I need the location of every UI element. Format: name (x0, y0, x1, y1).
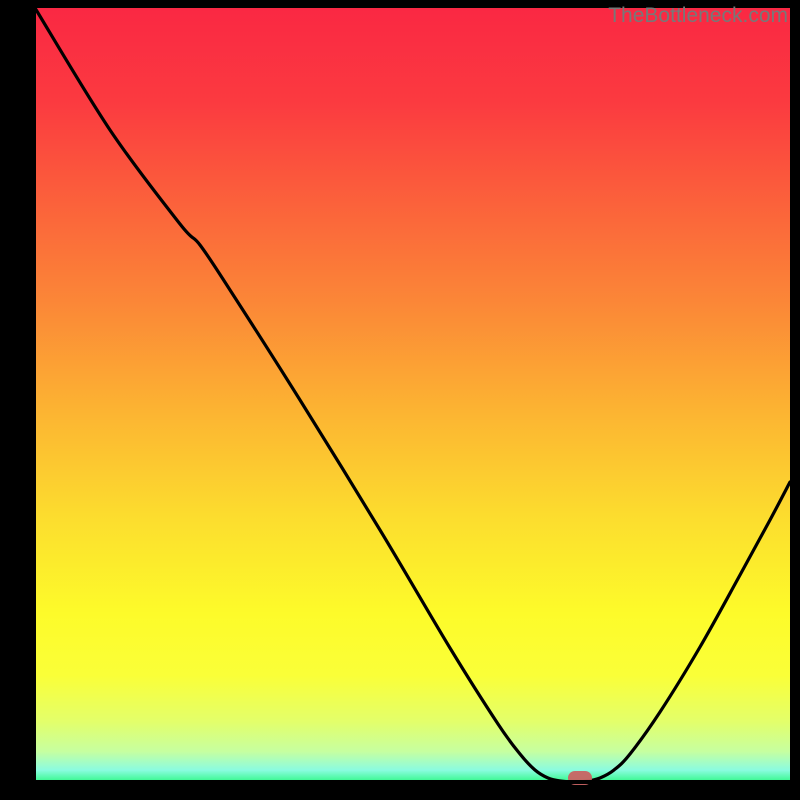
watermark-text: TheBottleneck.com (608, 4, 788, 28)
bottleneck-chart (0, 0, 800, 800)
plot-background (32, 8, 790, 784)
